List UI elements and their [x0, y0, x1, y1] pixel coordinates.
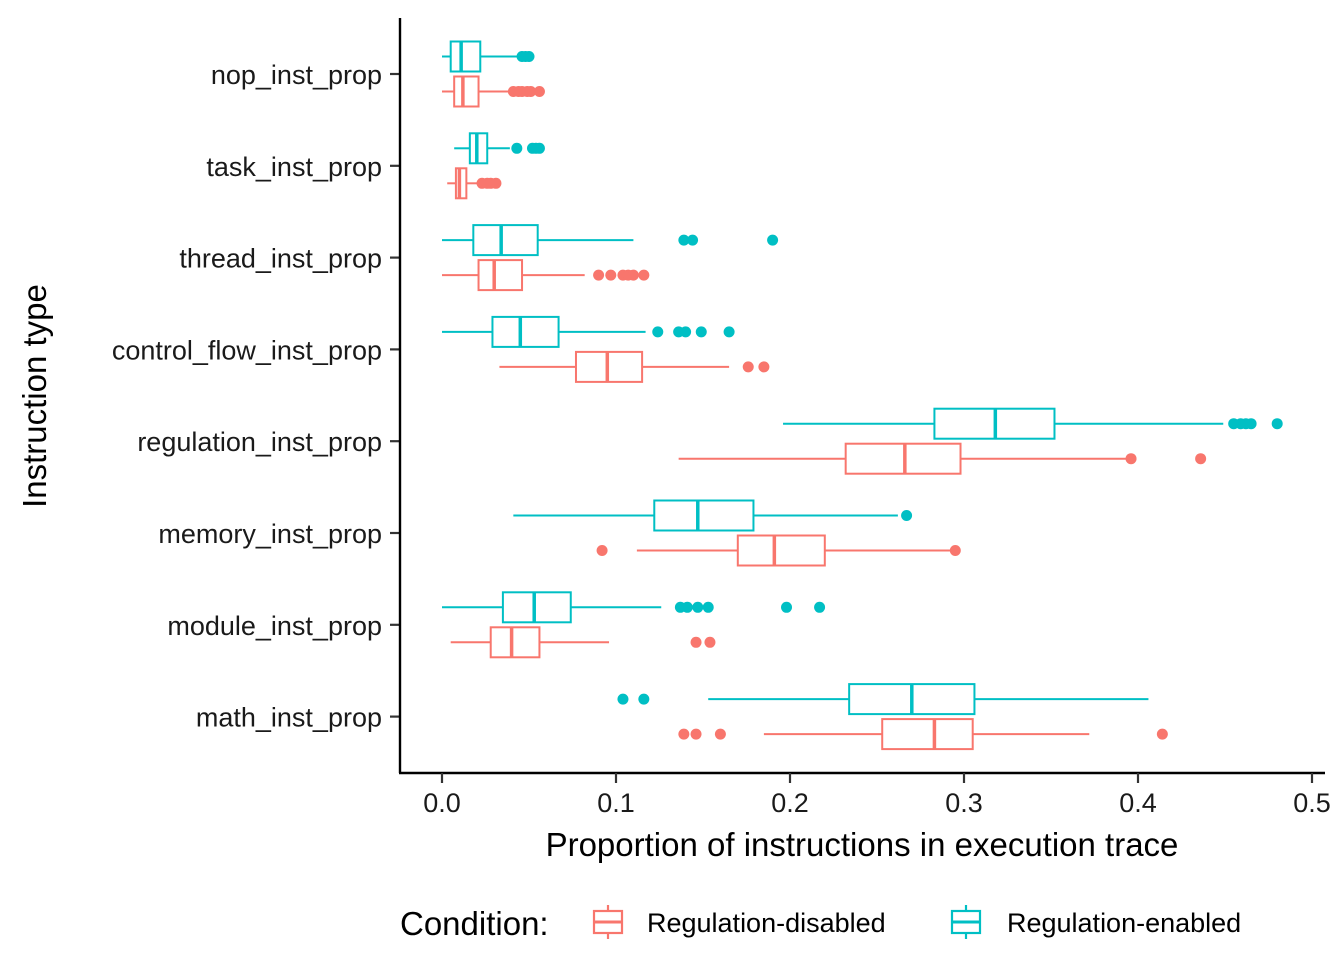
x-axis-title: Proportion of instructions in execution …	[546, 826, 1179, 863]
outlier-point	[638, 269, 650, 281]
box-regulation-enabled-module_inst_prop	[442, 591, 826, 624]
outlier-point	[678, 728, 690, 740]
x-tick-label: 0.0	[423, 788, 461, 818]
y-tick-label: task_inst_prop	[206, 152, 382, 182]
box-regulation-enabled-math_inst_prop	[617, 683, 1149, 716]
outlier-point	[814, 601, 826, 613]
outlier-point	[1156, 728, 1168, 740]
outlier-point	[901, 510, 913, 521]
outlier-point	[511, 142, 523, 154]
x-tick-label: 0.2	[771, 788, 809, 818]
outlier-point	[690, 636, 702, 648]
outlier-point	[758, 361, 770, 373]
y-axis-title: Instruction type	[16, 284, 53, 508]
x-tick-label: 0.1	[597, 788, 635, 818]
outlier-point	[1271, 418, 1283, 430]
outlier-point	[593, 269, 605, 281]
box-iqr	[653, 499, 755, 532]
outlier-point	[704, 636, 716, 648]
legend: Condition: Regulation-disabled Regulatio…	[400, 905, 1241, 942]
outlier-point	[1195, 453, 1207, 465]
legend-label-regulation-disabled: Regulation-disabled	[647, 908, 886, 938]
box-iqr	[491, 315, 560, 348]
outlier-point	[533, 86, 545, 97]
box-iqr	[449, 40, 482, 73]
box-regulation-disabled-module_inst_prop	[450, 626, 716, 659]
box-regulation-disabled-nop_inst_prop	[442, 75, 545, 108]
outlier-point	[742, 361, 754, 373]
box-regulation-enabled-regulation_inst_prop	[783, 407, 1283, 440]
box-regulation-enabled-thread_inst_prop	[442, 224, 779, 257]
outlier-point	[680, 326, 692, 338]
outlier-point	[605, 269, 617, 281]
outlier-point	[767, 234, 779, 246]
x-tick-label: 0.5	[1293, 788, 1331, 818]
box-regulation-disabled-memory_inst_prop	[596, 534, 961, 567]
y-tick-label: control_flow_inst_prop	[112, 335, 382, 365]
outlier-point	[692, 601, 704, 613]
outlier-point	[690, 728, 702, 740]
y-tick-label: regulation_inst_prop	[137, 427, 382, 457]
outlier-point	[723, 326, 735, 338]
outlier-point	[638, 693, 650, 705]
box-iqr	[881, 718, 974, 751]
box-iqr	[736, 534, 826, 567]
box-regulation-disabled-thread_inst_prop	[442, 259, 650, 292]
box-iqr	[489, 626, 541, 659]
outlier-point	[681, 601, 693, 613]
box-regulation-disabled-math_inst_prop	[678, 718, 1168, 751]
x-tick-label: 0.4	[1119, 788, 1157, 818]
outlier-point	[533, 142, 545, 154]
outlier-point	[1245, 418, 1257, 430]
x-axis-ticks: 0.0 0.1 0.2 0.3 0.4 0.5	[423, 773, 1331, 818]
outlier-point	[678, 234, 690, 246]
y-tick-label: memory_inst_prop	[158, 519, 382, 549]
outlier-point	[949, 545, 961, 556]
legend-label-regulation-enabled: Regulation-enabled	[1007, 908, 1241, 938]
legend-key-regulation-enabled	[950, 905, 982, 939]
outlier-point	[687, 234, 699, 246]
outlier-point	[525, 86, 537, 97]
x-tick-label: 0.3	[945, 788, 983, 818]
outlier-point	[523, 51, 535, 62]
outlier-point	[627, 269, 639, 281]
outlier-point	[652, 326, 664, 338]
legend-key-regulation-disabled	[592, 905, 624, 939]
box-regulation-disabled-task_inst_prop	[447, 167, 502, 200]
box-regulation-disabled-control_flow_inst_prop	[499, 350, 770, 383]
y-axis-tick-labels: nop_inst_prop task_inst_prop thread_inst_p…	[112, 60, 400, 733]
box-regulation-disabled-regulation_inst_prop	[678, 442, 1207, 475]
outlier-point	[714, 728, 726, 740]
outlier-point	[490, 177, 502, 189]
plot-area	[442, 40, 1283, 751]
y-tick-label: math_inst_prop	[196, 703, 382, 733]
outlier-point	[702, 601, 714, 613]
box-iqr	[472, 224, 539, 257]
outlier-point	[781, 601, 793, 613]
y-tick-label: module_inst_prop	[167, 611, 382, 641]
box-regulation-enabled-memory_inst_prop	[513, 499, 913, 532]
outlier-point	[695, 326, 707, 338]
y-tick-label: thread_inst_prop	[179, 244, 382, 274]
outlier-point	[617, 693, 629, 705]
box-iqr	[453, 75, 480, 108]
box-iqr	[477, 259, 524, 292]
box-regulation-enabled-control_flow_inst_prop	[442, 315, 735, 348]
outlier-point	[596, 545, 608, 556]
box-iqr	[501, 591, 572, 624]
box-regulation-enabled-nop_inst_prop	[442, 40, 535, 73]
box-regulation-enabled-task_inst_prop	[454, 132, 545, 165]
legend-title: Condition:	[400, 905, 549, 942]
y-tick-label: nop_inst_prop	[211, 60, 382, 90]
outlier-point	[1125, 453, 1137, 465]
